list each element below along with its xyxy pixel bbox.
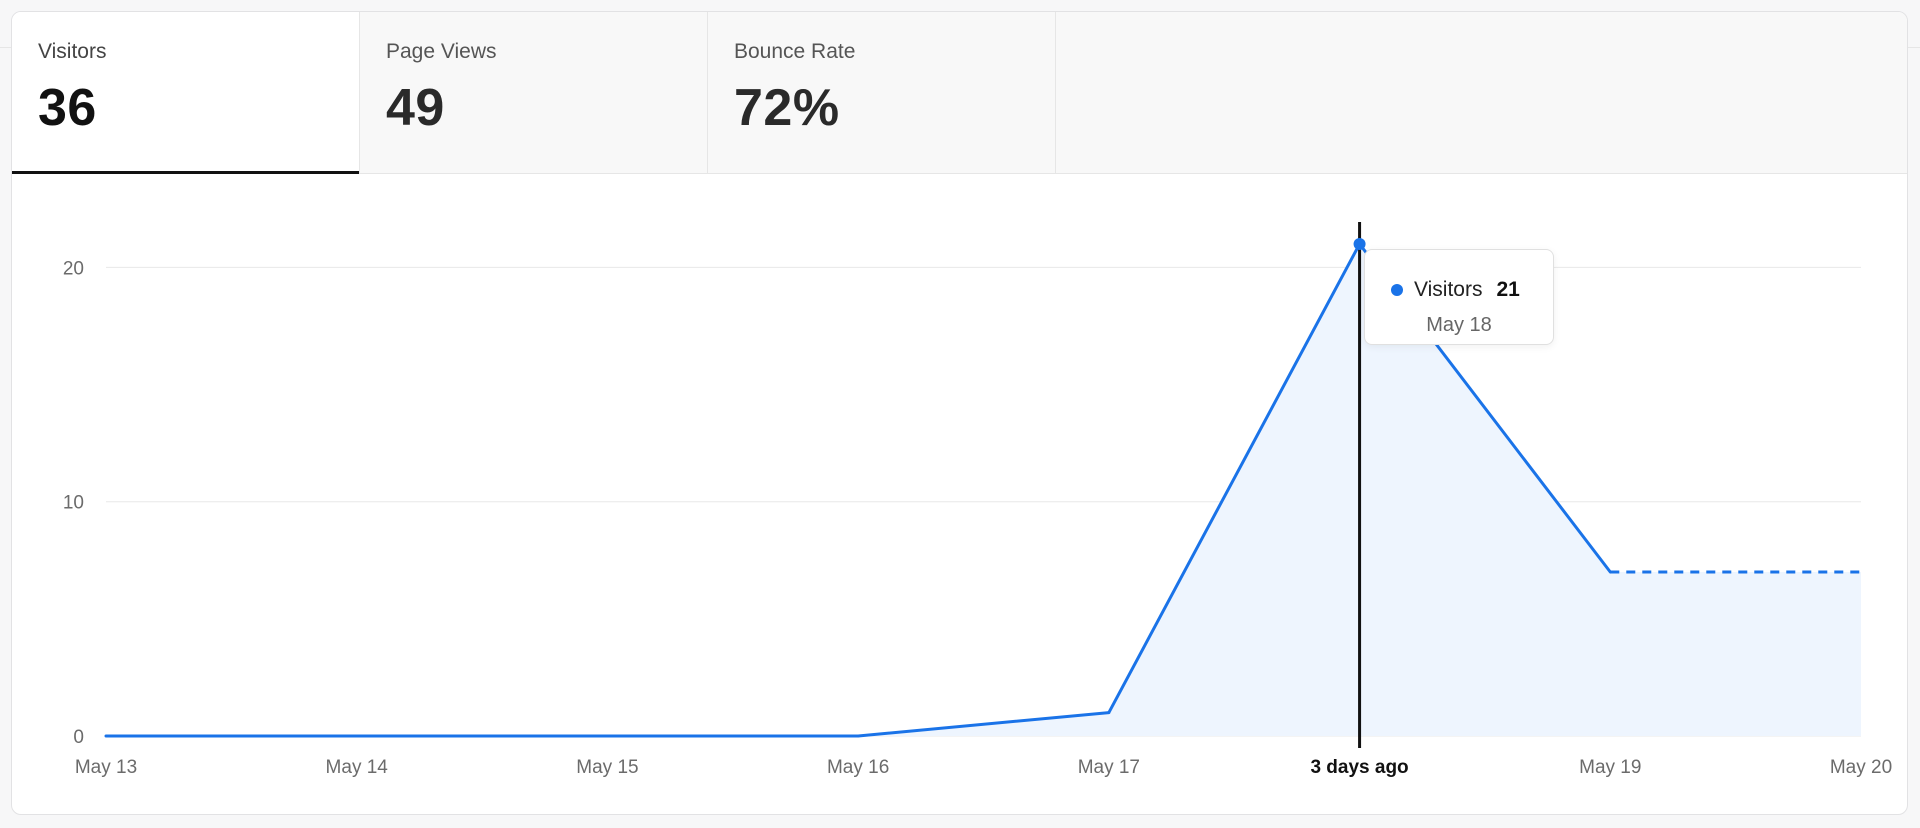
tab-page-views-value: 49 (386, 79, 445, 137)
chart-tooltip: Visitors 21 May 18 (1364, 249, 1554, 345)
tab-page-views[interactable]: Page Views 49 (360, 12, 708, 173)
tab-page-views-label: Page Views (386, 40, 497, 63)
tooltip-date: May 18 (1426, 314, 1492, 336)
tooltip-row: Visitors 21 (1391, 278, 1520, 302)
tab-bounce-rate-value: 72% (734, 79, 840, 137)
x-tick-label: 3 days ago (1310, 757, 1408, 778)
visitors-area (106, 244, 1861, 736)
x-tick-label: May 15 (576, 757, 638, 778)
x-tick-label: May 20 (1830, 757, 1892, 778)
y-tick-label-0: 0 (73, 727, 84, 748)
tooltip-value: 21 (1496, 278, 1520, 301)
x-tick-label: May 16 (827, 757, 889, 778)
hover-point (1353, 238, 1366, 250)
visitors-line-segment (1107, 242, 1362, 715)
y-tick-label-20: 20 (63, 258, 84, 279)
tooltip-series-dot (1391, 284, 1403, 296)
visitors-line-segment (856, 711, 1111, 738)
tab-bounce-rate-label: Bounce Rate (734, 40, 856, 63)
x-tick-label: May 14 (326, 757, 389, 778)
tab-visitors-value: 36 (38, 79, 97, 137)
x-tick-label: May 13 (75, 757, 137, 778)
tooltip-series-name: Visitors (1414, 278, 1483, 301)
y-tick-label-10: 10 (63, 493, 84, 514)
metric-tabs: Visitors 36 Page Views 49 Bounce Rate 72… (12, 12, 1907, 174)
x-tick-label: May 17 (1078, 757, 1140, 778)
tab-bounce-rate[interactable]: Bounce Rate 72% (708, 12, 1056, 173)
tab-visitors-label: Visitors (38, 40, 107, 63)
x-tick-label: May 19 (1579, 757, 1641, 778)
tab-visitors[interactable]: Visitors 36 (12, 12, 360, 174)
